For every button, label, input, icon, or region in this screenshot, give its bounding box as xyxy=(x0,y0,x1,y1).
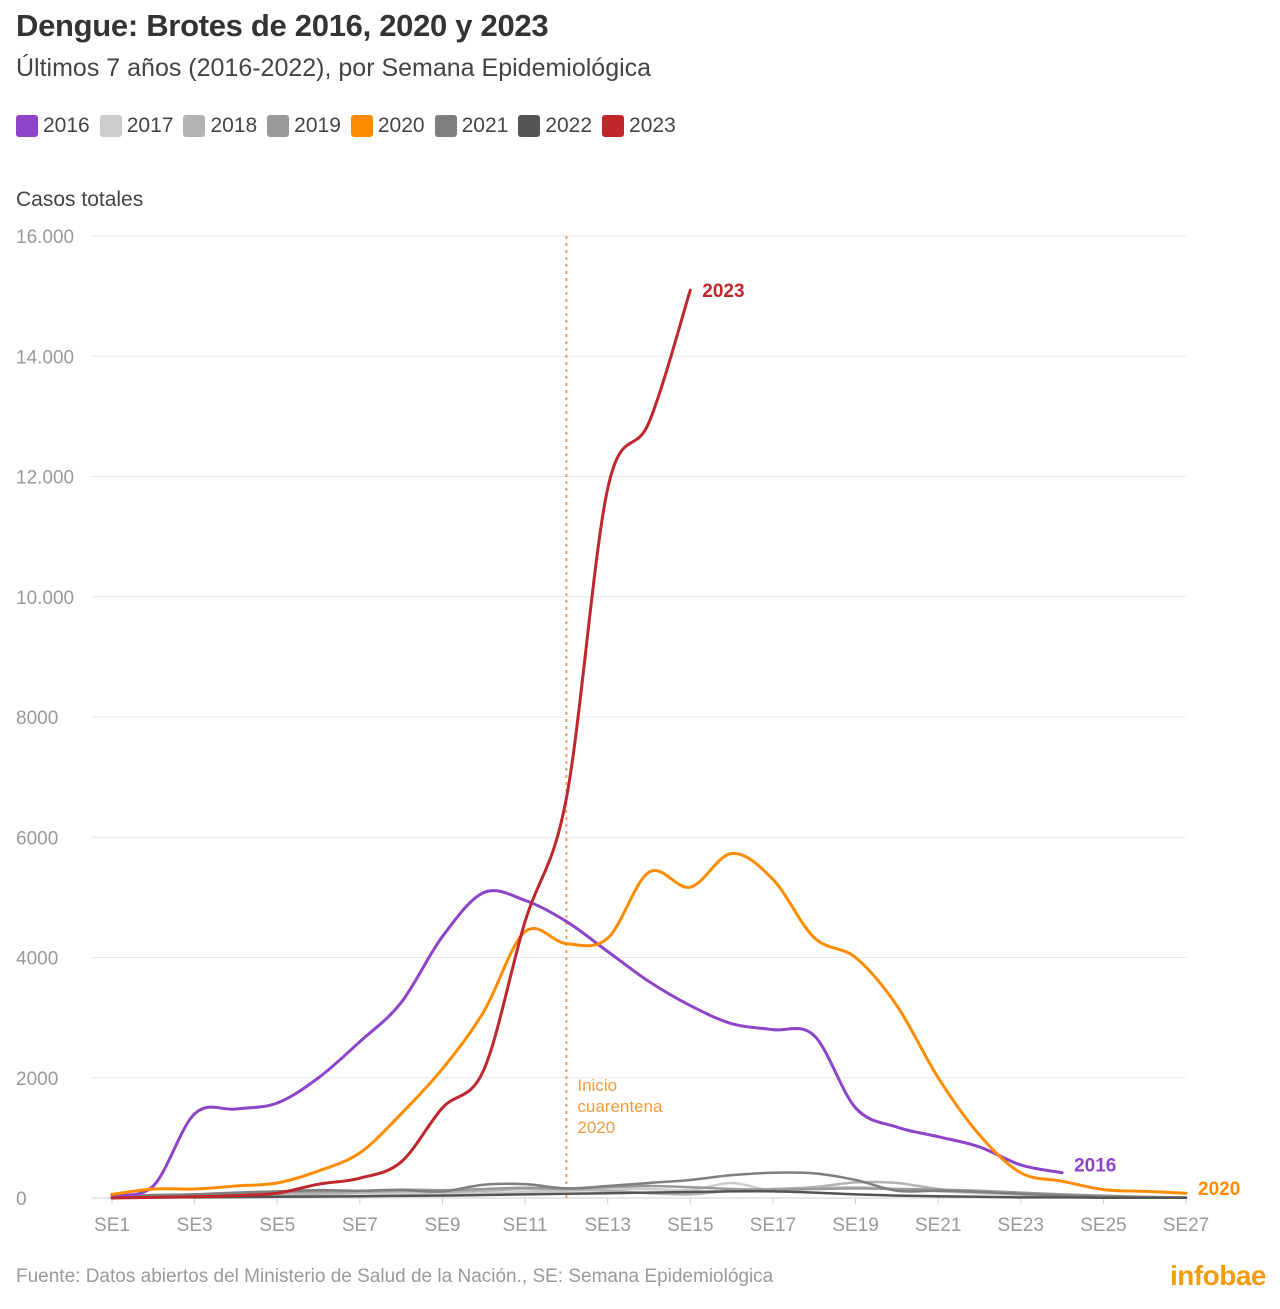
legend-item-2017[interactable]: 2017 xyxy=(99,114,174,138)
x-tick-label: SE17 xyxy=(750,1215,796,1236)
series-line-2020 xyxy=(110,851,1188,1196)
x-tick-label: SE25 xyxy=(1080,1215,1126,1236)
legend-swatch xyxy=(99,115,122,137)
x-tick-label: SE5 xyxy=(259,1215,295,1236)
source-footer: Fuente: Datos abiertos del Ministerio de… xyxy=(16,1266,774,1287)
legend-swatch xyxy=(183,115,206,137)
legend-swatch xyxy=(350,115,373,137)
legend-swatch xyxy=(518,115,541,137)
y-tick-label: 12.000 xyxy=(16,468,74,489)
x-tick-label: SE15 xyxy=(667,1215,713,1236)
legend-item-2016[interactable]: 2016 xyxy=(16,114,90,138)
chart-subtitle: Últimos 7 años (2016-2022), por Semana E… xyxy=(16,54,652,82)
annotation-line: cuarentena xyxy=(577,1097,663,1116)
x-tick-label: SE3 xyxy=(177,1215,213,1236)
line-chart: 0 2000 4000 6000 8000 10.000 12.000 14.000 16.00… xyxy=(16,227,1240,1236)
x-tick-label: SE1 xyxy=(94,1215,130,1236)
legend-item-2022[interactable]: 2022 xyxy=(518,114,592,138)
series-end-label-2016: 2016 xyxy=(1074,1156,1116,1177)
quarantine-annotation: Inicio cuarentena 2020 xyxy=(577,1076,663,1137)
x-tick-label: SE9 xyxy=(425,1215,461,1236)
y-tick-label: 0 xyxy=(16,1189,27,1210)
x-tick-label: SE27 xyxy=(1163,1215,1209,1236)
legend-item-2023[interactable]: 2023 xyxy=(602,114,676,138)
legend-item-2021[interactable]: 2021 xyxy=(434,114,509,138)
legend-label: 2016 xyxy=(43,114,90,137)
legend-swatch xyxy=(267,115,290,137)
legend-label: 2022 xyxy=(545,114,593,137)
legend-item-2019[interactable]: 2019 xyxy=(267,114,341,138)
y-tick-label: 2000 xyxy=(16,1069,58,1090)
x-tick-label: SE11 xyxy=(503,1215,548,1236)
legend-item-2018[interactable]: 2018 xyxy=(183,114,257,138)
legend-label: 2019 xyxy=(294,114,341,137)
x-tick-label: SE23 xyxy=(998,1215,1044,1236)
x-tick-label: SE7 xyxy=(342,1215,378,1236)
legend-item-2020[interactable]: 2020 xyxy=(350,114,425,138)
y-tick-label: 8000 xyxy=(16,708,58,729)
legend-label: 2021 xyxy=(461,114,509,137)
x-tick-label: SE21 xyxy=(915,1215,961,1236)
legend: 2016 2017 2018 2019 2020 2021 2022 2023 xyxy=(16,114,676,138)
y-tick-label: 4000 xyxy=(16,949,58,970)
x-tick-label: SE13 xyxy=(584,1215,630,1236)
legend-swatch xyxy=(16,115,38,137)
y-tick-label: 10.000 xyxy=(16,588,74,609)
infobae-logo: infobae xyxy=(1169,1260,1267,1291)
annotation-line: 2020 xyxy=(577,1118,615,1137)
legend-swatch xyxy=(434,115,457,137)
x-tick-label: SE19 xyxy=(832,1215,878,1236)
annotation-line: Inicio xyxy=(577,1076,617,1095)
legend-label: 2020 xyxy=(377,114,425,137)
y-tick-label: 6000 xyxy=(16,828,58,849)
legend-swatch xyxy=(602,115,625,137)
y-tick-label: 14.000 xyxy=(16,347,74,368)
y-tick-label: 16.000 xyxy=(16,227,74,248)
legend-label: 2023 xyxy=(629,114,676,137)
series-line-2022 xyxy=(110,1190,1188,1199)
series-line-2016 xyxy=(110,889,1064,1197)
y-axis-title: Casos totales xyxy=(16,188,144,211)
legend-label: 2017 xyxy=(126,114,174,137)
chart-title: Dengue: Brotes de 2016, 2020 y 2023 xyxy=(16,8,549,43)
series-end-label-2020: 2020 xyxy=(1198,1179,1240,1200)
series-end-label-2023: 2023 xyxy=(702,281,744,302)
legend-label: 2018 xyxy=(210,114,258,137)
series-line-2023 xyxy=(110,288,692,1200)
